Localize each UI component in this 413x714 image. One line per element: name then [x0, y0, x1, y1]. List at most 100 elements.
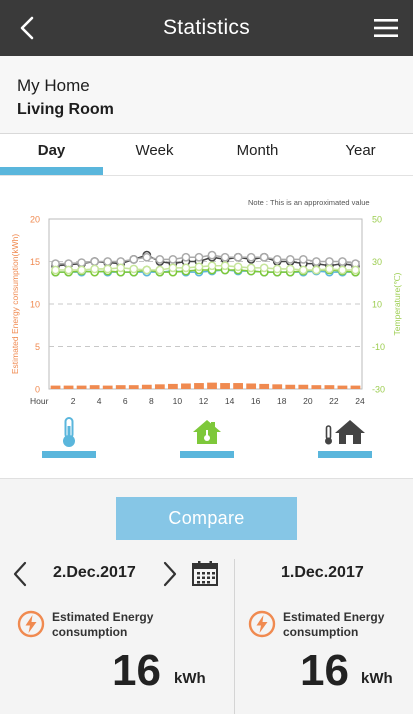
- lightning-icon: [17, 610, 45, 638]
- chevron-left-icon[interactable]: [14, 14, 42, 42]
- compare-date: 1.Dec.2017: [281, 564, 364, 581]
- temperature-point: [272, 264, 282, 274]
- tab-year[interactable]: Year: [345, 142, 376, 159]
- y2-tick-label: 50: [372, 215, 382, 225]
- compare-energy-unit: kWh: [361, 670, 393, 687]
- x-tick-label: 12: [199, 396, 209, 406]
- energy-value: 16: [112, 646, 161, 695]
- temperature-point: [272, 255, 282, 264]
- y-axis-label: Estimated Energy consumption(kWh): [10, 234, 20, 374]
- x-tick-label: 16: [251, 396, 261, 406]
- temperature-point: [220, 261, 230, 271]
- y2-tick-label: 30: [372, 257, 382, 267]
- temperature-point: [129, 264, 139, 274]
- temperature-point: [129, 255, 139, 264]
- calendar-icon[interactable]: [192, 560, 218, 586]
- temperature-point: [194, 252, 204, 262]
- temperature-point: [181, 263, 191, 273]
- tab-month[interactable]: Month: [236, 142, 279, 159]
- temperature-point: [142, 252, 152, 262]
- home-name: My Home: [17, 76, 90, 95]
- temperature-point: [90, 264, 99, 274]
- tab-week[interactable]: Week: [135, 142, 174, 159]
- energy-bar: [128, 385, 139, 389]
- y-tick-label: 0: [35, 385, 40, 395]
- x-tick-label: 22: [329, 396, 339, 406]
- energy-bar: [207, 382, 217, 389]
- temperature-point: [285, 264, 295, 274]
- energy-bar: [154, 384, 165, 389]
- energy-temperature-chart: 0 -30 5 -10 10 10 15 30 20 50 Estimated Energy con…: [10, 215, 402, 407]
- energy-bar: [115, 385, 126, 389]
- y2-axis-label: Temperature(℃): [392, 272, 402, 335]
- temperature-point: [220, 252, 230, 262]
- page-title: Statistics: [162, 16, 251, 39]
- energy-bar: [324, 385, 335, 389]
- previous-date-icon[interactable]: [12, 561, 28, 587]
- temperature-point: [246, 252, 256, 262]
- thermometer-home-icon: [325, 420, 365, 445]
- tab-day[interactable]: Day: [37, 142, 66, 159]
- energy-bar: [168, 383, 178, 389]
- temperature-point: [51, 265, 60, 275]
- x-tick-label: 10: [173, 396, 183, 406]
- y-tick-label: 20: [30, 215, 40, 225]
- energy-bar: [272, 384, 283, 389]
- temperature-point: [338, 257, 347, 266]
- approximation-note: Note : This is an approximated value: [248, 198, 370, 207]
- temperature-point: [312, 265, 321, 275]
- energy-bar: [141, 384, 152, 389]
- selector-bar: [42, 451, 96, 458]
- energy-bar: [298, 384, 309, 389]
- temperature-point: [77, 265, 86, 275]
- x-tick-label: 14: [225, 396, 235, 406]
- energy-bar: [50, 385, 61, 389]
- x-tick-label: 18: [277, 396, 287, 406]
- energy-bar: [350, 385, 361, 389]
- energy-bar: [311, 385, 322, 389]
- temperature-point: [64, 265, 73, 275]
- panel-divider: [234, 559, 235, 714]
- temperature-point: [233, 262, 243, 272]
- temperature-point: [142, 265, 152, 275]
- energy-bar: [89, 385, 100, 389]
- energy-home-button[interactable]: [180, 412, 234, 458]
- temperature-point: [338, 265, 347, 275]
- y2-tick-label: -10: [372, 342, 385, 352]
- temperature-point: [116, 263, 126, 273]
- y2-tick-label: 10: [372, 300, 382, 310]
- temperature-point: [207, 250, 217, 260]
- outdoor-temperature-button[interactable]: [42, 412, 96, 458]
- next-date-icon[interactable]: [162, 561, 178, 587]
- current-date: 2.Dec.2017: [53, 564, 136, 581]
- y-tick-label: 10: [30, 300, 40, 310]
- x-tick-label: 20: [303, 396, 313, 406]
- compare-energy-value: 16: [300, 646, 349, 695]
- selector-bar: [318, 451, 372, 458]
- y2-tick-label: -30: [372, 385, 385, 395]
- y-tick-label: 5: [35, 342, 40, 352]
- temperature-point: [168, 263, 178, 273]
- y-tick-label: 15: [30, 257, 40, 267]
- selector-bar: [180, 451, 234, 458]
- energy-bar: [194, 383, 204, 389]
- energy-label: Estimated Energy consumption: [283, 610, 385, 639]
- temperature-point: [325, 257, 334, 266]
- location-panel: My Home Living Room: [0, 56, 413, 134]
- temperature-point: [298, 265, 308, 275]
- temperature-point: [246, 263, 256, 273]
- energy-bar: [76, 385, 87, 389]
- x-tick-label: 2: [71, 396, 76, 406]
- compare-button[interactable]: Compare: [116, 497, 297, 540]
- temperature-point: [103, 264, 113, 274]
- energy-unit: kWh: [174, 670, 206, 687]
- hamburger-icon[interactable]: [373, 16, 399, 40]
- lightning-icon: [248, 610, 276, 638]
- temperature-point: [181, 252, 191, 262]
- temperature-point: [259, 252, 269, 262]
- room-name: Living Room: [17, 101, 114, 118]
- temperature-point: [168, 255, 178, 264]
- energy-bar: [337, 385, 348, 389]
- indoor-temperature-button[interactable]: [318, 412, 372, 458]
- active-tab-indicator: [0, 167, 103, 175]
